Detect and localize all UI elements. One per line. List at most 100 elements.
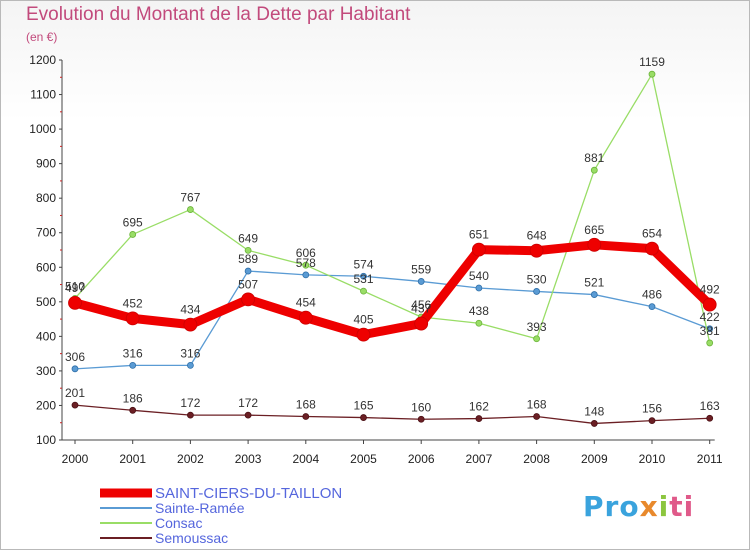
data-label: 589 [238,252,258,266]
data-label: 507 [238,277,258,291]
x-tick-label: 2000 [62,452,89,466]
data-point [587,237,602,252]
data-point [302,413,310,420]
data-label: 405 [353,313,373,327]
data-point [129,231,137,238]
data-label: 316 [180,346,200,360]
y-tick-label: 200 [36,398,56,412]
data-point [302,271,310,279]
data-labels: 306 316 316 589 578 574 559 540 530 521 486 422 510 6… [65,55,720,418]
x-tick-label: 2003 [235,452,262,466]
legend-label: Consac [155,515,202,531]
data-label: 1159 [639,55,665,69]
data-label: 881 [584,151,604,165]
data-point [244,411,252,419]
data-label: 492 [700,283,720,297]
data-point [129,361,137,369]
series-line [70,240,715,340]
data-label: 531 [353,272,373,286]
x-tick-label: 2006 [408,452,435,466]
data-label: 695 [123,215,143,229]
data-label: 393 [527,320,547,334]
data-label: 438 [469,304,489,318]
data-point [360,414,367,421]
data-point [702,297,717,312]
data-point [648,70,656,78]
data-label: 186 [123,391,143,405]
data-point [183,317,198,332]
data-point [533,413,540,420]
data-label: 160 [411,400,431,414]
data-point [475,319,483,327]
series-line [74,404,711,425]
data-label: 654 [642,227,662,241]
proxiti-logo: Proxiti [583,490,694,523]
data-label: 767 [180,191,200,205]
data-label: 201 [65,386,85,400]
data-point [533,288,540,295]
logo-part: x [639,490,659,523]
series-line [74,73,711,344]
data-label: 540 [469,269,489,283]
data-point [471,242,486,257]
data-label: 168 [527,398,547,412]
data-label: 497 [65,281,85,295]
data-point [529,243,544,258]
data-label: 316 [123,346,143,360]
chart-subtitle: (en €) [26,30,58,44]
y-tick-label: 100 [36,433,56,447]
data-point [645,241,659,256]
data-point [244,267,252,275]
legend-label: Semoussac [155,530,228,546]
data-label: 434 [180,303,200,317]
legend-label: SAINT-CIERS-DU-TAILLON [155,485,342,502]
data-label: 456 [411,298,431,312]
data-label: 530 [527,272,547,286]
x-tick-label: 2002 [177,452,204,466]
y-tick-label: 600 [36,260,56,274]
logo-part: Pro [583,490,640,523]
data-label: 172 [238,396,258,410]
y-tick-label: 1000 [29,122,56,136]
data-point [244,246,252,254]
data-point [298,310,313,325]
data-point [475,415,483,422]
data-label: 486 [642,288,662,302]
data-point [71,401,79,409]
legend-label: Sainte-Ramée [155,500,245,516]
data-label: 648 [527,229,547,243]
data-point [648,303,656,311]
data-point [706,414,714,422]
data-label: 452 [123,296,143,310]
data-label: 454 [296,296,316,310]
x-tick-label: 2004 [292,452,319,466]
data-label: 574 [353,257,373,271]
y-tick-label: 400 [36,329,56,343]
y-tick-label: 300 [36,364,56,378]
data-label: 163 [700,399,720,413]
data-point [706,339,714,347]
data-label: 649 [238,231,258,245]
data-label: 422 [700,310,720,324]
y-tick-label: 1200 [29,53,56,67]
data-label: 172 [180,396,200,410]
y-tick-label: 900 [36,157,56,171]
data-point [360,272,367,280]
data-point [186,411,194,419]
logo-part: i [658,490,670,523]
data-point [186,361,194,369]
x-tick-label: 2011 [697,452,723,466]
data-label: 559 [411,262,431,276]
data-point [533,335,540,343]
data-point [475,284,483,292]
data-label: 665 [584,223,604,237]
x-tick-label: 2005 [350,452,377,466]
y-tick-label: 800 [36,191,56,205]
data-label: 437 [411,302,431,316]
data-point [241,292,256,307]
data-point [590,291,598,298]
data-point [590,166,598,174]
y-tick-label: 500 [36,295,56,309]
data-label: 606 [296,246,316,260]
